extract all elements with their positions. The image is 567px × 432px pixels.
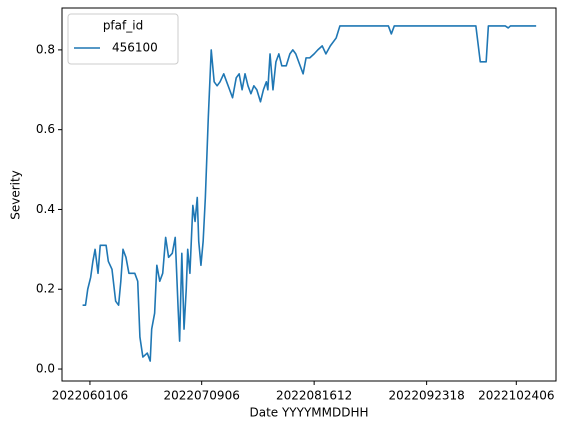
y-axis-label: Severity [9, 170, 23, 220]
x-tick-label: 2022102406 [478, 389, 554, 403]
x-tick-label: 2022070906 [163, 389, 239, 403]
legend-box [67, 13, 179, 65]
x-tick-label: 2022092318 [388, 389, 464, 403]
x-axis-label: Date YYYYMMDDHH [249, 406, 368, 420]
y-tick-label: 0.6 [36, 122, 55, 136]
legend-label: 456100 [112, 41, 158, 55]
legend-title: pfaf_id [103, 19, 143, 33]
series-line [82, 25, 537, 362]
y-tick-label: 0.4 [36, 202, 55, 216]
y-tick-label: 0.8 [36, 42, 55, 56]
x-tick-label: 2022060106 [52, 389, 128, 403]
y-tick-label: 0.0 [36, 362, 55, 376]
x-tick-label: 2022081612 [276, 389, 352, 403]
y-tick-label: 0.2 [36, 282, 55, 296]
plot-frame [61, 7, 557, 382]
